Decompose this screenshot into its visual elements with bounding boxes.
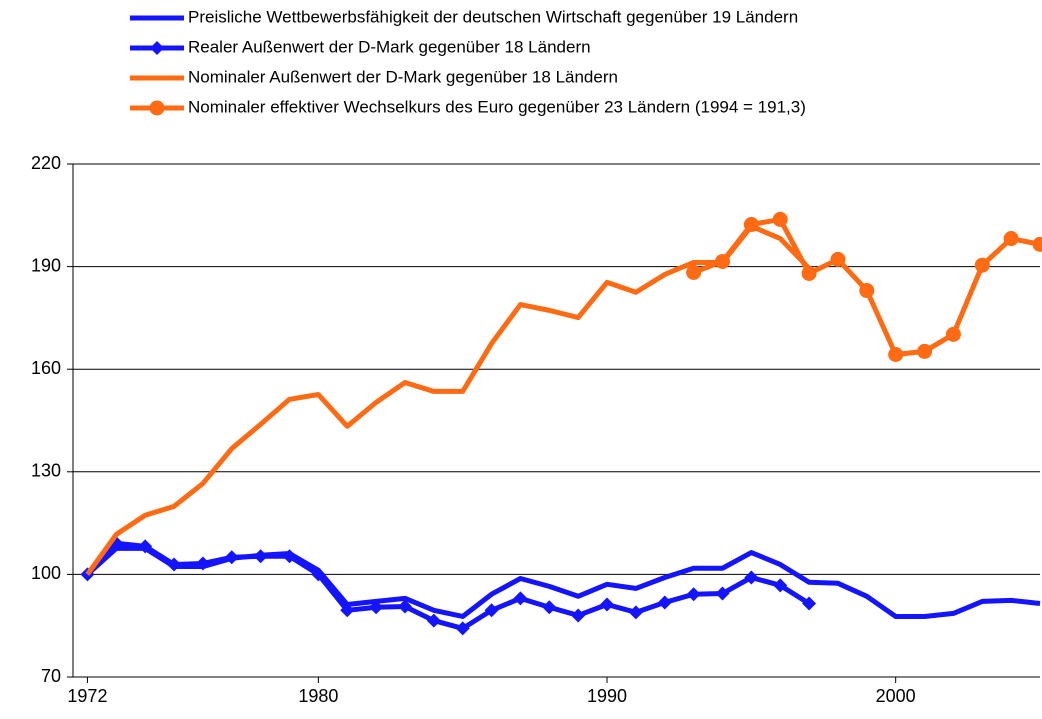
y-tick-label: 220	[31, 153, 61, 173]
point	[686, 587, 701, 602]
legend-label: Realer Außenwert der D-Mark gegenüber 18…	[188, 37, 591, 56]
x-tick-label: 1990	[587, 686, 627, 706]
point	[859, 283, 875, 299]
point	[772, 211, 788, 227]
point	[714, 253, 730, 269]
x-tick-label: 2000	[876, 686, 916, 706]
legend-label: Nominaler effektiver Wechselkurs des Eur…	[188, 97, 806, 116]
y-tick-label: 190	[31, 255, 61, 275]
point	[801, 265, 817, 281]
point	[369, 600, 384, 615]
point	[1003, 231, 1019, 247]
point	[455, 621, 470, 636]
point	[253, 549, 268, 564]
point	[945, 326, 961, 342]
point	[917, 343, 933, 359]
legend-marker	[149, 100, 165, 116]
point	[542, 600, 557, 615]
point	[282, 549, 297, 564]
x-tick-label: 1972	[67, 686, 107, 706]
y-tick-label: 130	[31, 461, 61, 481]
y-tick-label: 100	[31, 563, 61, 583]
legend-label: Nominaler Außenwert der D-Mark gegenüber…	[188, 67, 618, 86]
point	[571, 608, 586, 623]
point	[340, 603, 355, 618]
legend-marker	[150, 41, 164, 55]
point	[311, 567, 326, 582]
y-tick-label: 70	[41, 666, 61, 686]
point	[657, 595, 672, 610]
y-tick-label: 160	[31, 358, 61, 378]
point	[195, 556, 210, 571]
point	[888, 346, 904, 362]
point	[974, 257, 990, 273]
point	[744, 570, 759, 585]
point	[686, 264, 702, 280]
point	[138, 539, 153, 554]
point	[743, 217, 759, 233]
point	[1032, 236, 1042, 252]
point	[802, 596, 817, 611]
point	[513, 591, 528, 606]
series-line	[85, 223, 811, 576]
point	[484, 603, 499, 618]
point	[628, 605, 643, 620]
x-tick-label: 1980	[298, 686, 338, 706]
point	[224, 550, 239, 565]
point	[600, 597, 615, 612]
point	[773, 578, 788, 593]
point	[715, 586, 730, 601]
point	[830, 251, 846, 267]
point	[167, 557, 182, 572]
point	[397, 599, 412, 614]
point	[426, 613, 441, 628]
legend-label: Preisliche Wettbewerbsfähigkeit der deut…	[188, 7, 798, 26]
